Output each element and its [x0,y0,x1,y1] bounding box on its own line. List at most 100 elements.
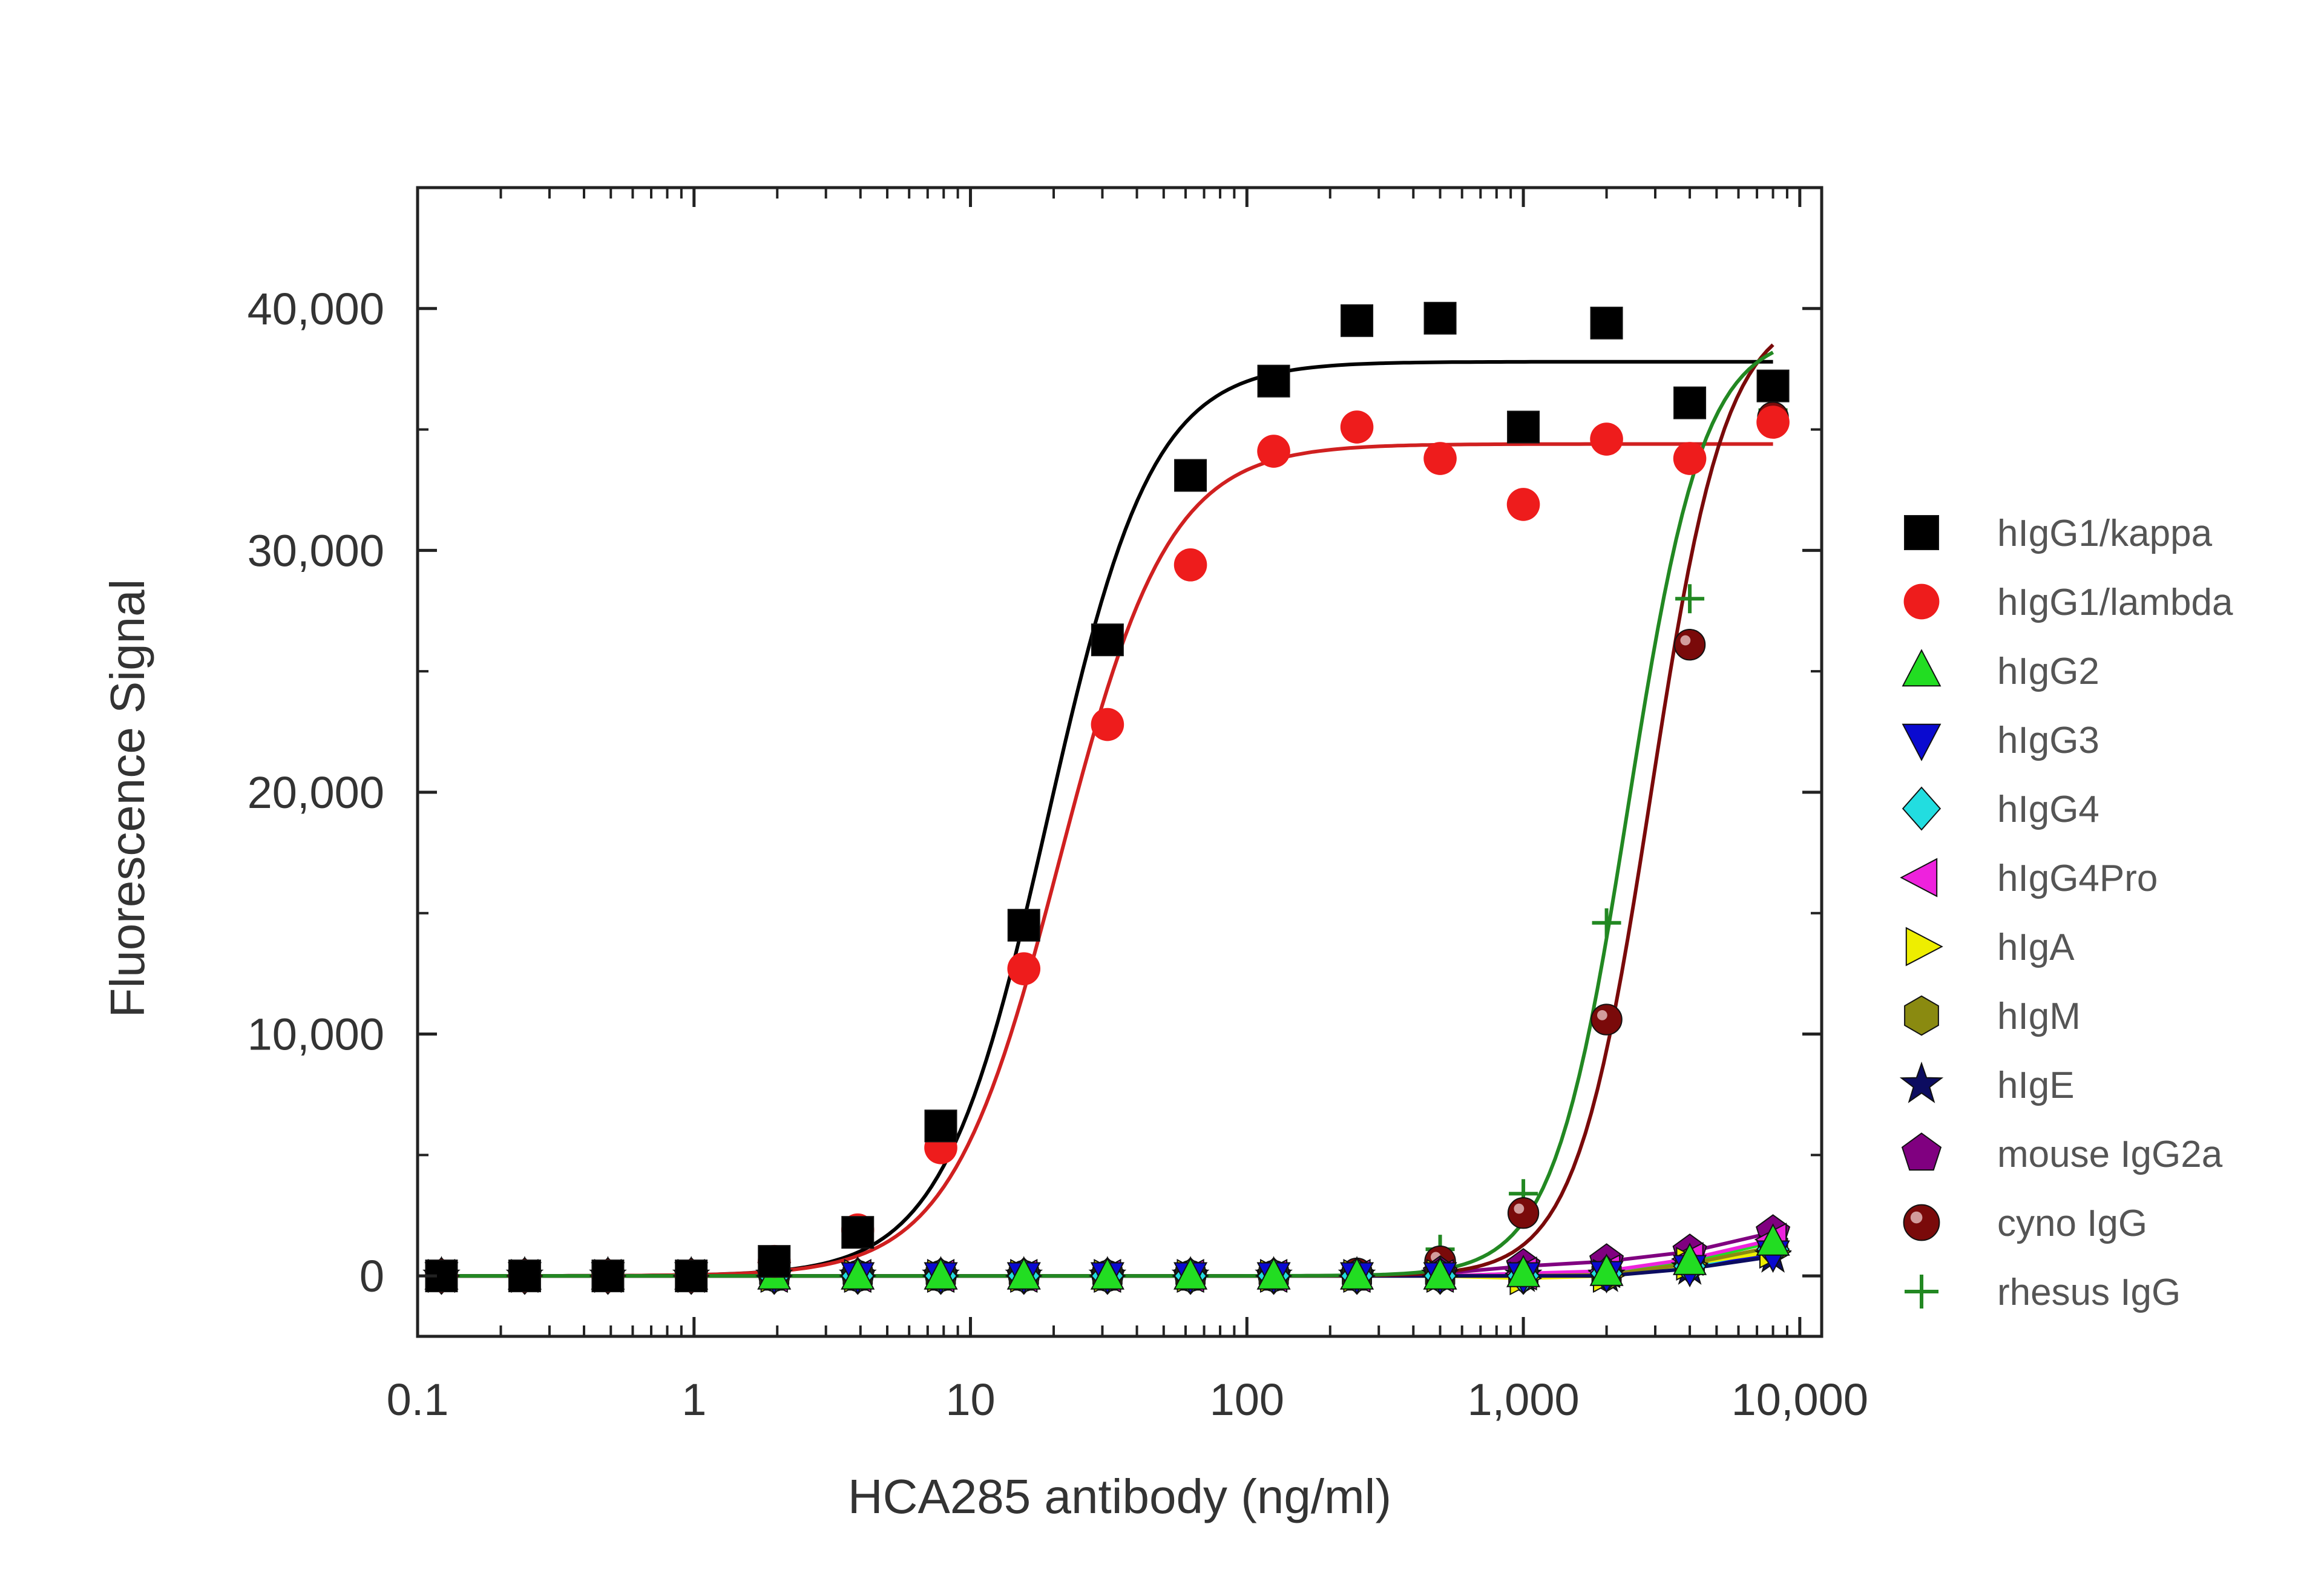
y-tick-label: 40,000 [248,284,384,334]
data-point-highlight [1514,1203,1525,1214]
data-point [1090,1257,1124,1290]
legend-label: hIgE [1997,1065,2075,1106]
legend-marker [1903,583,1940,620]
fit-line-10 [441,343,1774,1278]
legend-item: hIgG1/kappa [1904,513,2213,554]
x-tick-label: 1,000 [1467,1374,1579,1425]
data-point [1091,708,1124,741]
data-point [1675,584,1705,614]
legend-label: hIgG4Pro [1997,858,2158,899]
legend-marker [1901,1132,1942,1171]
y-tick-label: 0 [359,1251,384,1301]
data-point [1007,952,1041,985]
legend-label: hIgG1/lambda [1997,582,2233,623]
data-point [1507,1197,1540,1229]
legend-marker [1904,995,1939,1036]
legend-marker [1899,1061,1944,1103]
legend-marker [1902,649,1942,687]
data-point [1091,623,1124,657]
data-point [591,1259,625,1293]
legend: hIgG1/kappa hIgG1/lambda hIgG2 hIgG3 hIgG4 hI… [1899,513,2233,1313]
data-point [841,1257,875,1290]
legend-label: hIgM [1997,996,2081,1037]
data-point [1756,406,1790,439]
x-tick-label: 10,000 [1732,1374,1868,1425]
legend-item: hIgE [1899,1061,2075,1106]
legend-item: hIgG3 [1902,720,2099,761]
series-10 [425,401,1789,1292]
legend-item: hIgG4 [1902,786,2099,831]
data-point [758,1245,791,1278]
data-point [1174,459,1207,492]
data-point [1006,1257,1041,1290]
data-point [1341,304,1374,337]
x-axis-title: HCA285 antibody (ng/ml) [848,1470,1391,1523]
data-point-highlight [1597,1010,1607,1020]
axes: 0.1 1 10 100 1,000 10,000 0 10,000 20,000 30,000 4… [248,186,1868,1425]
legend-item: rhesus IgG [1905,1272,2181,1313]
series-11 [427,395,1788,1291]
legend-item: mouse IgG2a [1901,1132,2223,1175]
series-1 [425,406,1790,1293]
legend-label: hIgG2 [1997,651,2099,692]
data-point [508,1259,541,1293]
data-point [1590,422,1623,456]
data-point [924,1257,958,1290]
y-tick-label: 30,000 [248,525,384,576]
data-point [1507,410,1540,444]
data-point [1257,435,1290,468]
legend-item: hIgA [1905,927,2075,968]
legend-item: hIgG4Pro [1900,858,2158,899]
data-point [1756,369,1790,402]
data-point [1590,306,1623,340]
data-point-highlight [1680,635,1691,646]
legend-item: cyno IgG [1903,1203,2147,1244]
data-point [1257,364,1290,398]
legend-item: hIgG2 [1902,649,2099,692]
legend-marker [1905,927,1943,967]
x-tick-label: 1 [681,1374,706,1425]
data-point [1589,1253,1624,1286]
x-tick-label: 0.1 [387,1374,449,1425]
legend-marker-highlight [1910,1211,1923,1224]
data-point [675,1259,708,1293]
data-point [1506,1255,1541,1287]
data-point [1173,1257,1208,1290]
data-point [841,1216,875,1249]
data-point [1673,386,1707,419]
fit-line-1 [441,442,1773,1278]
legend-marker [1904,515,1939,550]
data-point [1340,1257,1374,1290]
data-point [1592,908,1621,938]
data-point [1173,548,1207,582]
y-tick-label: 10,000 [248,1010,384,1060]
data-point [1340,410,1374,444]
x-tick-label: 100 [1210,1374,1284,1425]
fit-curves [441,343,1774,1281]
fit-line-0 [441,360,1773,1278]
data-point [1673,1243,1707,1275]
legend-marker [1903,1204,1940,1241]
data-point [1756,1223,1790,1256]
data-points [422,301,1792,1296]
legend-item: hIgG1/lambda [1903,582,2233,623]
legend-label: hIgG1/kappa [1997,513,2213,554]
x-tick-label: 10 [945,1374,995,1425]
data-point [924,1109,957,1143]
y-axis-title: Fluorescence Signal [100,579,154,1018]
data-point [1590,1003,1623,1036]
y-tick-label: 20,000 [248,767,384,818]
data-point [1506,488,1540,521]
legend-item: hIgM [1904,995,2081,1037]
legend-marker [1902,723,1942,761]
data-point [1423,301,1457,335]
legend-label: hIgG4 [1997,789,2099,830]
legend-label: hIgG3 [1997,720,2099,761]
series-0 [425,301,1790,1293]
legend-label: hIgA [1997,927,2075,968]
plot-frame [416,186,1823,1338]
legend-marker [1900,858,1938,898]
data-point [1256,1257,1291,1290]
legend-marker [1902,786,1942,831]
